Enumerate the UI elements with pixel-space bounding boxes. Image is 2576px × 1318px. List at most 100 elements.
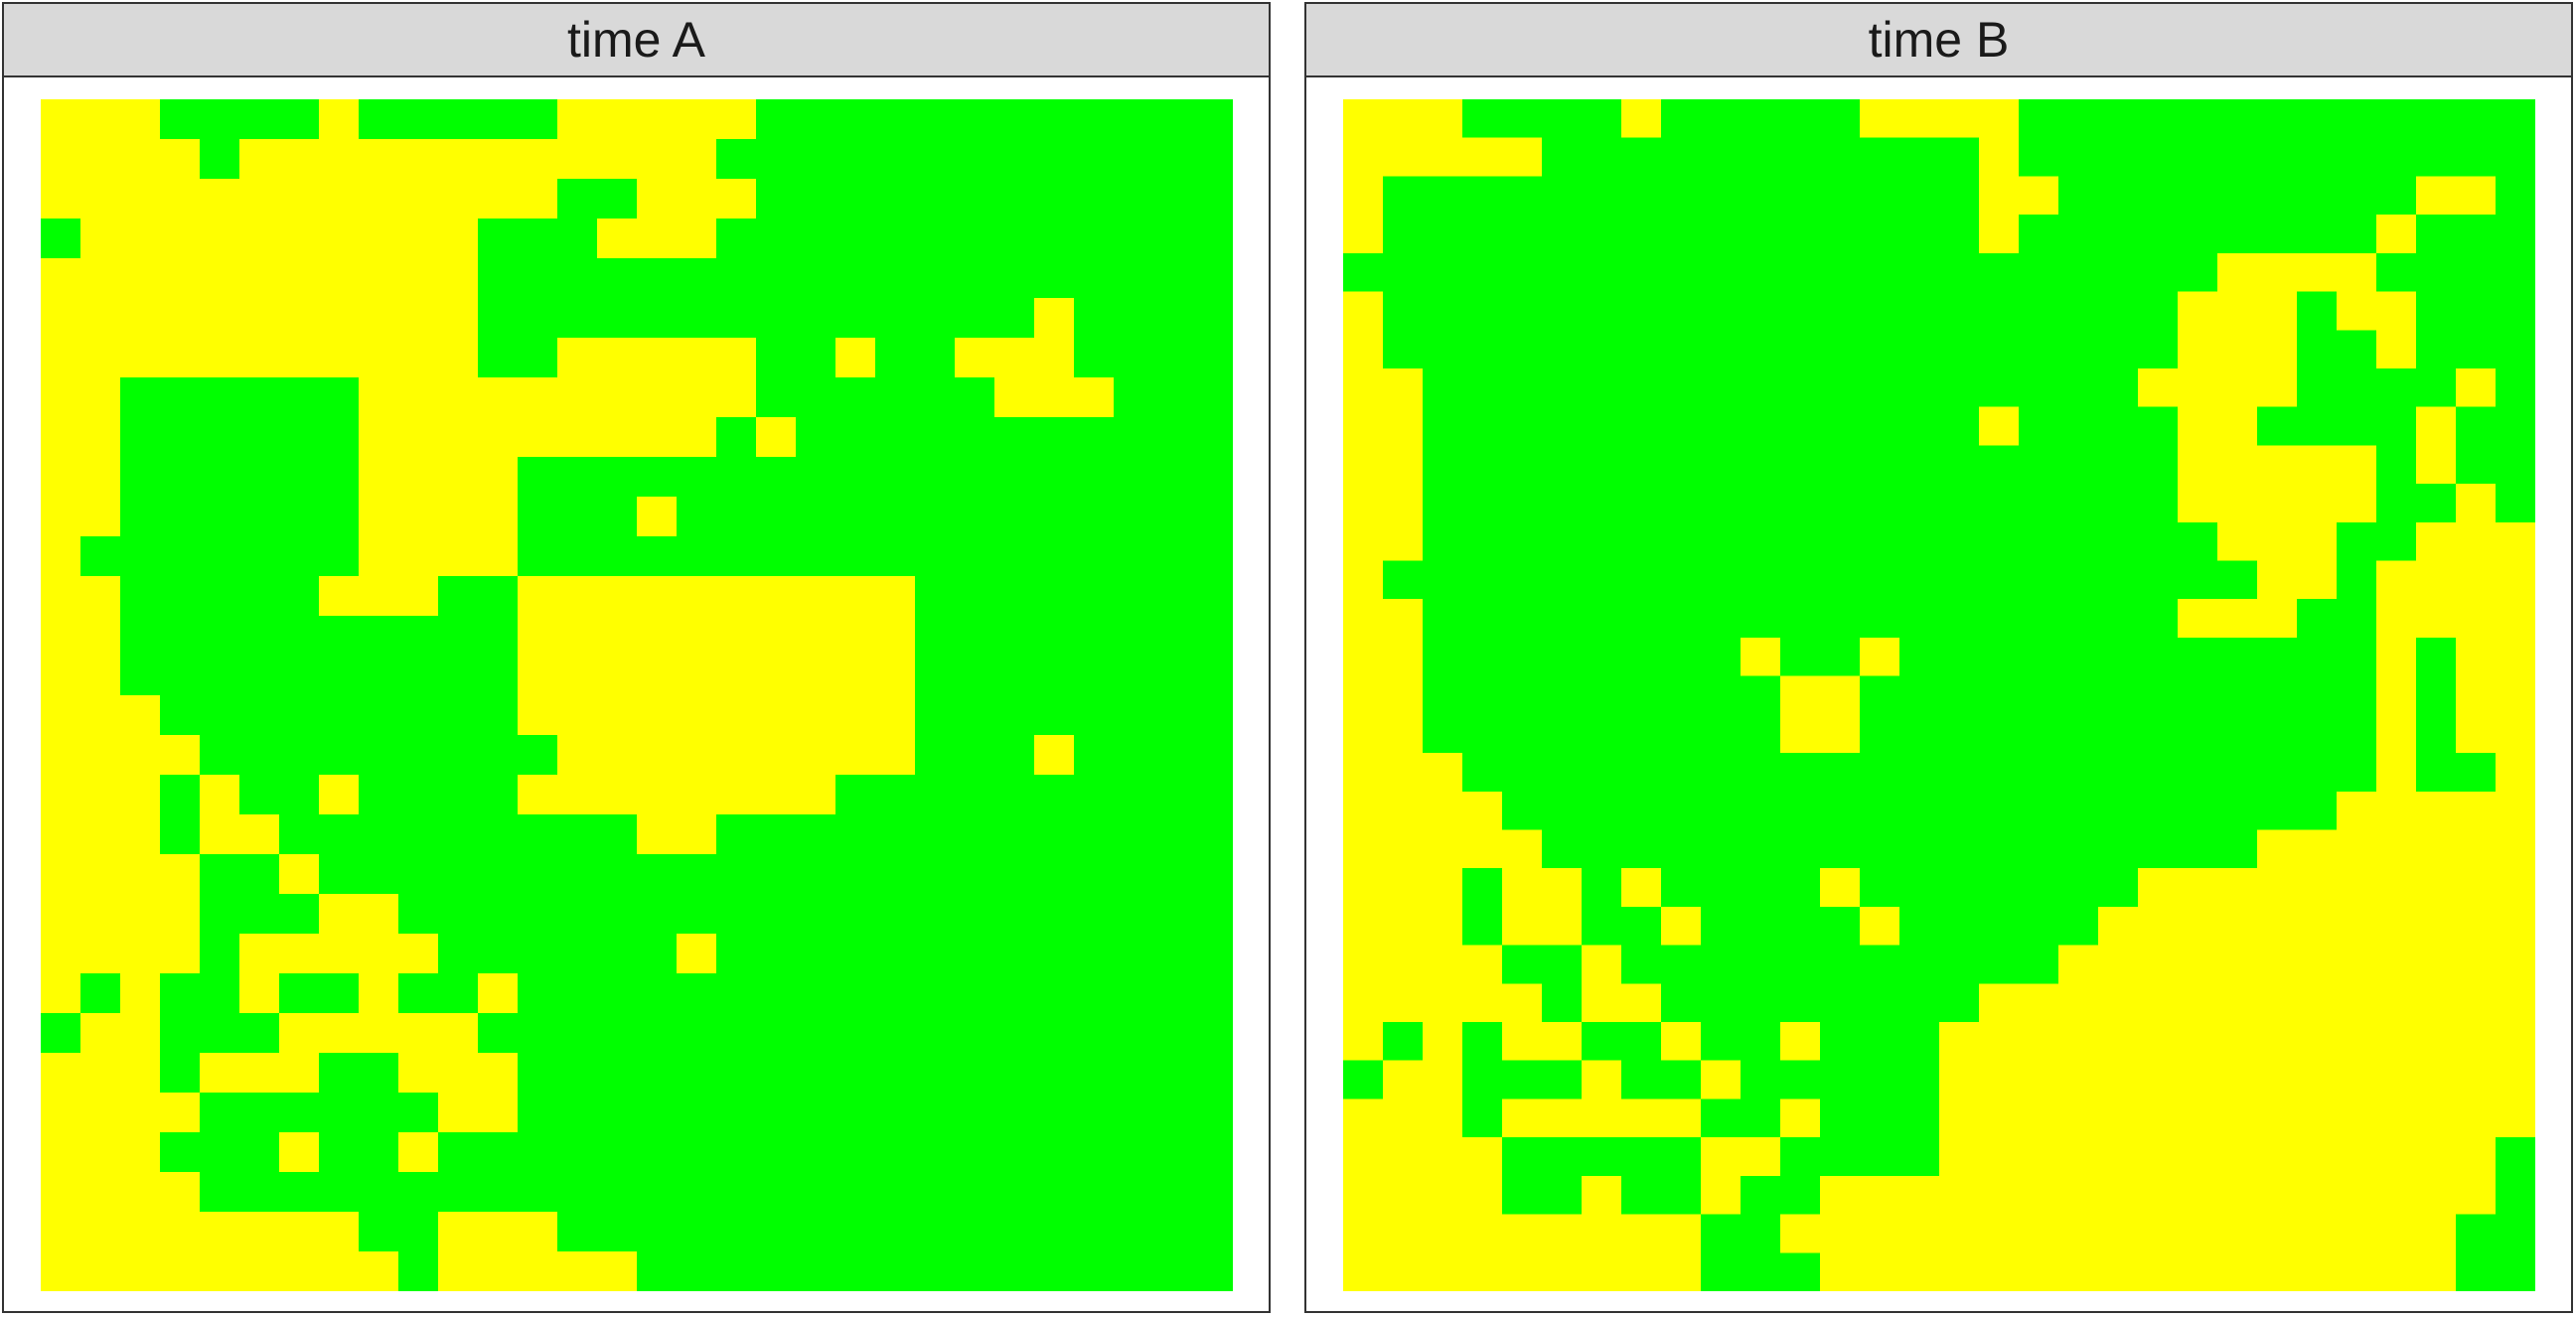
raster-cell [518,497,558,537]
raster-cell [2416,1137,2457,1177]
raster-cell [160,695,201,736]
raster-cell [2376,521,2417,562]
raster-cell [1502,868,1543,908]
raster-cell [1114,377,1154,418]
raster-cell [637,616,678,657]
raster-cell [1621,1175,1662,1216]
raster-cell [1542,406,1583,446]
raster-cell [2337,599,2377,639]
raster-cell [1701,137,1742,178]
raster-cell [716,179,757,220]
raster-cell [756,417,797,458]
raster-cell [160,973,201,1014]
raster-cell [1979,1214,2020,1253]
raster-cell [1542,99,1583,139]
raster-cell [994,179,1035,220]
raster-cell [279,258,320,299]
raster-cell [1820,1137,1861,1177]
raster-cell [1701,906,1742,947]
raster-cell [2178,521,2218,562]
raster-cell [1542,637,1583,677]
raster-cell [319,377,360,418]
raster-cell [1780,1060,1821,1100]
raster-cell [2058,291,2099,331]
raster-cell [319,1013,360,1054]
raster-cell [1820,637,1861,677]
raster-cell [359,656,399,696]
raster-cell [1074,1013,1115,1054]
raster-cell [1661,252,1702,293]
raster-cell [2376,445,2417,485]
raster-cell [1423,791,1463,831]
raster-cell [2456,406,2497,446]
raster-cell [716,775,757,815]
raster-cell [2138,599,2179,639]
raster-cell [1820,1060,1861,1100]
raster-cell [2376,1137,2417,1177]
raster-cell [597,894,638,935]
raster-cell [80,814,121,855]
raster-cell [1153,338,1194,378]
raster-cell [1343,176,1384,216]
raster-cell [279,656,320,696]
raster-cell [2496,445,2535,485]
raster-cell [1074,1132,1115,1173]
raster-cell [875,1212,916,1252]
raster-cell [1114,735,1154,776]
raster-cell [2138,560,2179,600]
raster-cell [994,775,1035,815]
raster-cell [2456,945,2497,984]
raster-cell [835,497,876,537]
raster-cell [478,536,519,577]
raster-cell [1542,983,1583,1023]
raster-cell [835,298,876,339]
raster-cell [1780,99,1821,139]
raster-cell [1423,637,1463,677]
raster-cell [915,894,956,935]
raster-cell [1193,298,1233,339]
raster-cell [120,695,161,736]
raster-cell [1074,497,1115,537]
raster-cell [796,1132,836,1173]
raster-cell [1582,484,1622,523]
raster-cell [2416,291,2457,331]
raster-cell [915,298,956,339]
raster-cell [2297,484,2338,523]
raster-cell [1741,1252,1781,1291]
raster-cell [1899,252,1940,293]
raster-cell [80,536,121,577]
raster-cell [1780,1214,1821,1253]
raster-cell [955,258,995,299]
raster-cell [2178,560,2218,600]
raster-cell [2178,637,2218,677]
raster-cell [1899,906,1940,947]
raster-cell [2297,137,2338,178]
raster-cell [2297,560,2338,600]
raster-cell [2217,99,2258,139]
raster-cell [1343,1060,1384,1100]
raster-cell [1701,945,1742,984]
raster-cell [1542,176,1583,216]
raster-cell [1423,1137,1463,1177]
raster-cell [1153,457,1194,498]
raster-cell [2217,406,2258,446]
raster-cell [80,417,121,458]
raster-cell [2217,291,2258,331]
raster-cell [478,973,519,1014]
raster-cell [955,179,995,220]
raster-cell [1741,791,1781,831]
raster-cell [1423,367,1463,408]
raster-cell [80,298,121,339]
raster-cell [359,695,399,736]
raster-cell [239,735,280,776]
raster-cell [2496,1098,2535,1138]
raster-cell [478,1093,519,1133]
raster-cell [955,497,995,537]
raster-cell [120,1053,161,1094]
raster-cell [1153,616,1194,657]
raster-cell [2456,1175,2497,1216]
raster-cell [835,457,876,498]
raster-cell [1820,791,1861,831]
raster-cell [2297,906,2338,947]
raster-cell [2019,868,2059,908]
